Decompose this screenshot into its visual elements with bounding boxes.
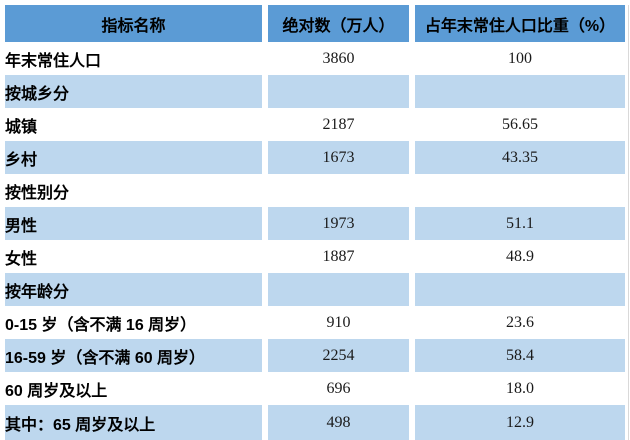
row-absolute-cell: 910: [262, 306, 409, 339]
table-row: 城镇 2187 56.65: [5, 108, 625, 141]
row-indicator-cell: 按年龄分: [5, 273, 262, 306]
row-absolute-cell: 696: [262, 372, 409, 405]
row-indicator-cell: 60 周岁及以上: [5, 372, 262, 405]
table-row: 0-15 岁（含不满 16 周岁） 910 23.6: [5, 306, 625, 339]
row-indicator-cell: 其中：65 周岁及以上: [5, 405, 262, 440]
table-row: 60 周岁及以上 696 18.0: [5, 372, 625, 405]
population-table: 指标名称 绝对数（万人） 占年末常住人口比重（%） 年末常住人口 3860 10…: [5, 5, 625, 440]
row-absolute-cell: 2254: [262, 339, 409, 372]
row-indicator-cell: 按性别分: [5, 174, 262, 207]
table-row: 男性 1973 51.1: [5, 207, 625, 240]
row-absolute-cell: 3860: [262, 42, 409, 75]
table-row: 女性 1887 48.9: [5, 240, 625, 273]
row-indicator-cell: 按城乡分: [5, 75, 262, 108]
row-indicator-cell: 年末常住人口: [5, 42, 262, 75]
row-share-cell: 56.65: [409, 108, 625, 141]
row-share-cell: 12.9: [409, 405, 625, 440]
table-row: 其中：65 周岁及以上 498 12.9: [5, 405, 625, 440]
row-indicator-cell: 男性: [5, 207, 262, 240]
table-row: 按性别分: [5, 174, 625, 207]
row-share-cell: 51.1: [409, 207, 625, 240]
row-absolute-cell: 2187: [262, 108, 409, 141]
row-absolute-cell: [262, 75, 409, 108]
table-row: 按年龄分: [5, 273, 625, 306]
table-row: 乡村 1673 43.35: [5, 141, 625, 174]
table-row: 按城乡分: [5, 75, 625, 108]
row-indicator-cell: 女性: [5, 240, 262, 273]
row-share-cell: 58.4: [409, 339, 625, 372]
row-absolute-cell: 498: [262, 405, 409, 440]
table-body: 年末常住人口 3860 100 按城乡分 城镇 2187 56.65 乡村 16…: [5, 42, 625, 440]
column-header-share: 占年末常住人口比重（%）: [409, 5, 625, 42]
row-share-cell: 100: [409, 42, 625, 75]
row-share-cell: 48.9: [409, 240, 625, 273]
row-share-cell: 43.35: [409, 141, 625, 174]
row-indicator-cell: 城镇: [5, 108, 262, 141]
page-right-border: [628, 5, 629, 440]
row-share-cell: 18.0: [409, 372, 625, 405]
row-absolute-cell: [262, 174, 409, 207]
row-absolute-cell: 1973: [262, 207, 409, 240]
row-absolute-cell: 1673: [262, 141, 409, 174]
table-header-row: 指标名称 绝对数（万人） 占年末常住人口比重（%）: [5, 5, 625, 42]
table-row: 年末常住人口 3860 100: [5, 42, 625, 75]
column-header-indicator: 指标名称: [5, 5, 262, 42]
column-header-absolute: 绝对数（万人）: [262, 5, 409, 42]
row-share-cell: [409, 273, 625, 306]
population-statistics-page: 指标名称 绝对数（万人） 占年末常住人口比重（%） 年末常住人口 3860 10…: [0, 5, 630, 440]
table-row: 16-59 岁（含不满 60 周岁） 2254 58.4: [5, 339, 625, 372]
row-share-cell: 23.6: [409, 306, 625, 339]
row-absolute-cell: [262, 273, 409, 306]
row-indicator-cell: 16-59 岁（含不满 60 周岁）: [5, 339, 262, 372]
row-share-cell: [409, 174, 625, 207]
row-absolute-cell: 1887: [262, 240, 409, 273]
row-indicator-cell: 乡村: [5, 141, 262, 174]
row-share-cell: [409, 75, 625, 108]
row-indicator-cell: 0-15 岁（含不满 16 周岁）: [5, 306, 262, 339]
